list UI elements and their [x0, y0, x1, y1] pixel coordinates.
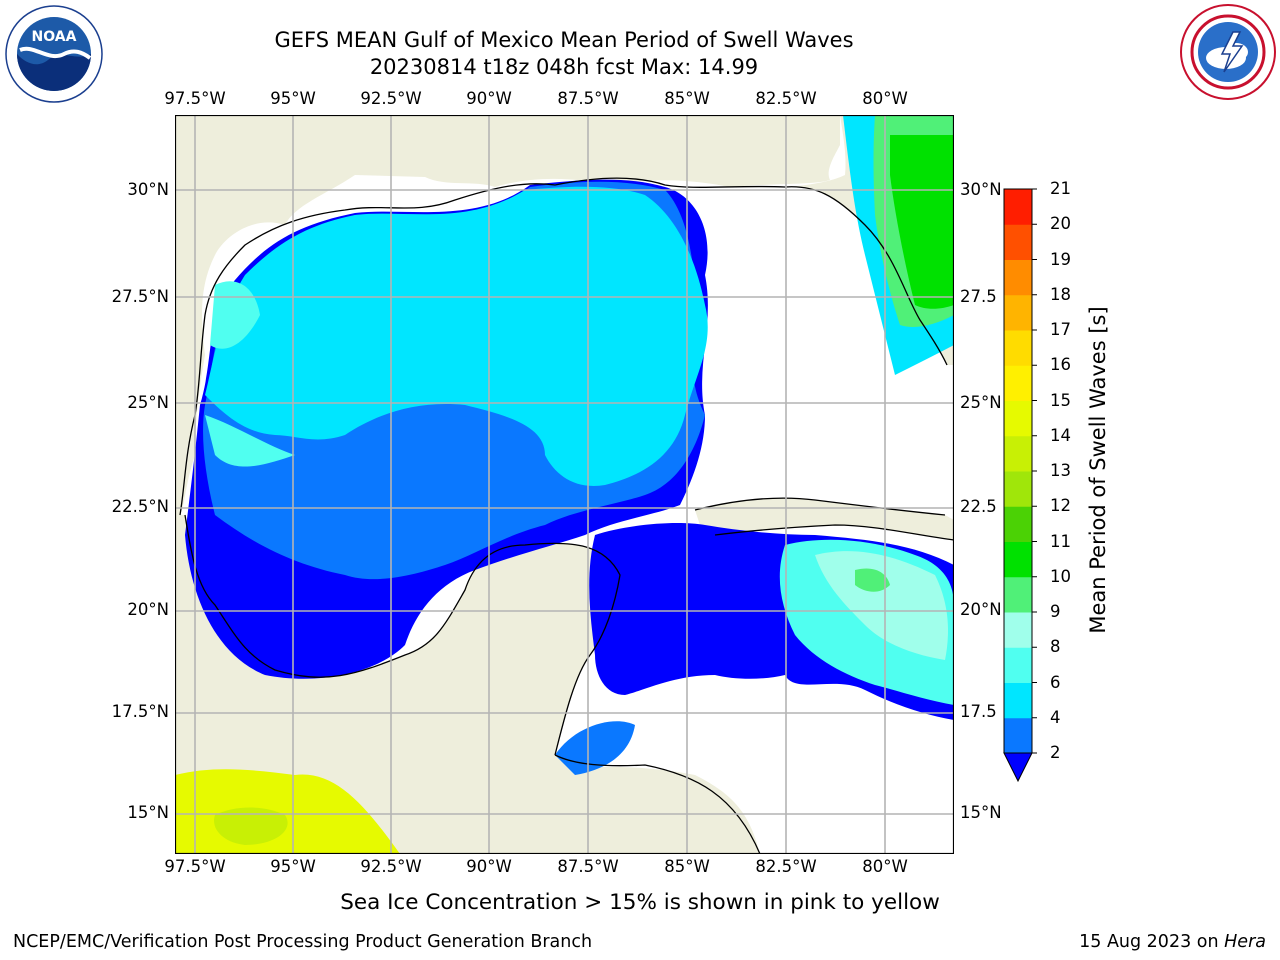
lon-label-top: 95°W — [270, 89, 316, 108]
lon-label-top: 85°W — [664, 89, 710, 108]
noaa-logo-text: NOAA — [32, 29, 77, 45]
lat-label-left: 25°N — [127, 393, 169, 412]
lat-label-left: 17.5°N — [111, 702, 169, 721]
graticule — [175, 115, 954, 854]
chart-subtitle: 20230814 t18z 048h fcst Max: 14.99 — [369, 55, 759, 79]
lat-label-right: 17.5 — [960, 702, 997, 721]
colorbar-segment — [1004, 224, 1032, 260]
footer-machine: Hera — [1224, 932, 1266, 952]
lon-label-bottom: 87.5°W — [557, 857, 619, 876]
colorbar-tick-label: 4 — [1050, 707, 1061, 727]
colorbar-segment — [1004, 400, 1032, 437]
colorbar-segment — [1004, 294, 1032, 331]
lat-label-left: 27.5°N — [111, 287, 169, 306]
colorbar-segment — [1004, 330, 1032, 366]
colorbar-segment — [1004, 471, 1032, 507]
colorbar — [1003, 188, 1037, 783]
colorbar-segment — [1004, 506, 1032, 542]
colorbar-segment — [1004, 259, 1032, 296]
lat-label-left: 30°N — [127, 180, 169, 199]
lon-label-bottom: 97.5°W — [164, 857, 226, 876]
lat-label-right: 30°N — [960, 180, 1002, 199]
colorbar-segment — [1004, 717, 1032, 754]
colorbar-tick-label: 15 — [1050, 390, 1071, 410]
colorbar-tick-label: 20 — [1050, 214, 1071, 234]
colorbar-tick-label: 17 — [1050, 320, 1071, 339]
colorbar-tick-label: 11 — [1050, 531, 1071, 551]
colorbar-tick-label: 6 — [1050, 672, 1061, 692]
colorbar-tick-label: 8 — [1050, 637, 1061, 657]
colorbar-tick-label: 21 — [1050, 179, 1071, 198]
lon-label-top: 87.5°W — [557, 89, 619, 108]
colorbar-tick-label: 10 — [1050, 566, 1071, 586]
colorbar-tick-label: 14 — [1050, 425, 1071, 445]
lon-label-bottom: 90°W — [466, 857, 512, 876]
colorbar-tick-label: 18 — [1050, 284, 1071, 304]
colorbar-tick-label: 19 — [1050, 249, 1071, 269]
colorbar-segment — [1004, 435, 1032, 472]
colorbar-segment — [1004, 541, 1032, 578]
lon-label-bottom: 92.5°W — [360, 857, 422, 876]
lon-label-top: 97.5°W — [164, 89, 226, 108]
caption-text: Sea Ice Concentration > 15% is shown in … — [340, 890, 940, 915]
lon-label-bottom: 95°W — [270, 857, 316, 876]
lat-label-right: 20°N — [960, 600, 1002, 619]
colorbar-segment — [1004, 612, 1032, 648]
colorbar-segment — [1004, 365, 1032, 401]
lon-label-bottom: 80°W — [862, 857, 908, 876]
colorbar-segment — [1004, 682, 1032, 719]
lat-label-left: 20°N — [127, 600, 169, 619]
colorbar-tick-label: 2 — [1050, 743, 1061, 762]
colorbar-segment — [1004, 576, 1032, 613]
lon-label-bottom: 85°W — [664, 857, 710, 876]
lat-label-left: 15°N — [127, 803, 169, 822]
lon-label-top: 80°W — [862, 89, 908, 108]
lon-label-bottom: 82.5°W — [755, 857, 817, 876]
chart-title: GEFS MEAN Gulf of Mexico Mean Period of … — [274, 28, 854, 52]
colorbar-segment — [1004, 647, 1032, 683]
lon-label-top: 82.5°W — [755, 89, 817, 108]
lat-label-right: 22.5 — [960, 497, 997, 516]
lat-label-left: 22.5°N — [111, 497, 169, 516]
lat-label-right: 27.5 — [960, 287, 997, 306]
colorbar-tick-label: 13 — [1050, 461, 1071, 480]
colorbar-tick-label: 12 — [1050, 496, 1071, 516]
colorbar-tick-label: 16 — [1050, 355, 1071, 375]
colorbar-label: Mean Period of Swell Waves [s] — [1086, 306, 1110, 634]
colorbar-tick-label: 9 — [1050, 602, 1061, 621]
lat-label-right: 25°N — [960, 393, 1002, 412]
colorbar-extend-triangle — [1003, 752, 1033, 783]
colorbar-segment — [1004, 189, 1032, 225]
noaa-logo-icon: NOAA — [5, 5, 103, 103]
nws-logo-icon — [1180, 4, 1276, 100]
footer-date: 15 Aug 2023 on Hera — [1079, 932, 1266, 952]
lon-label-top: 92.5°W — [360, 89, 422, 108]
map-panel — [175, 115, 954, 854]
swell-4-6s — [205, 186, 708, 486]
footer-branch: NCEP/EMC/Verification Post Processing Pr… — [13, 932, 593, 952]
footer-date-text: 15 Aug 2023 on — [1079, 932, 1225, 952]
lat-label-right: 15°N — [960, 803, 1002, 822]
lon-label-top: 90°W — [466, 89, 512, 108]
